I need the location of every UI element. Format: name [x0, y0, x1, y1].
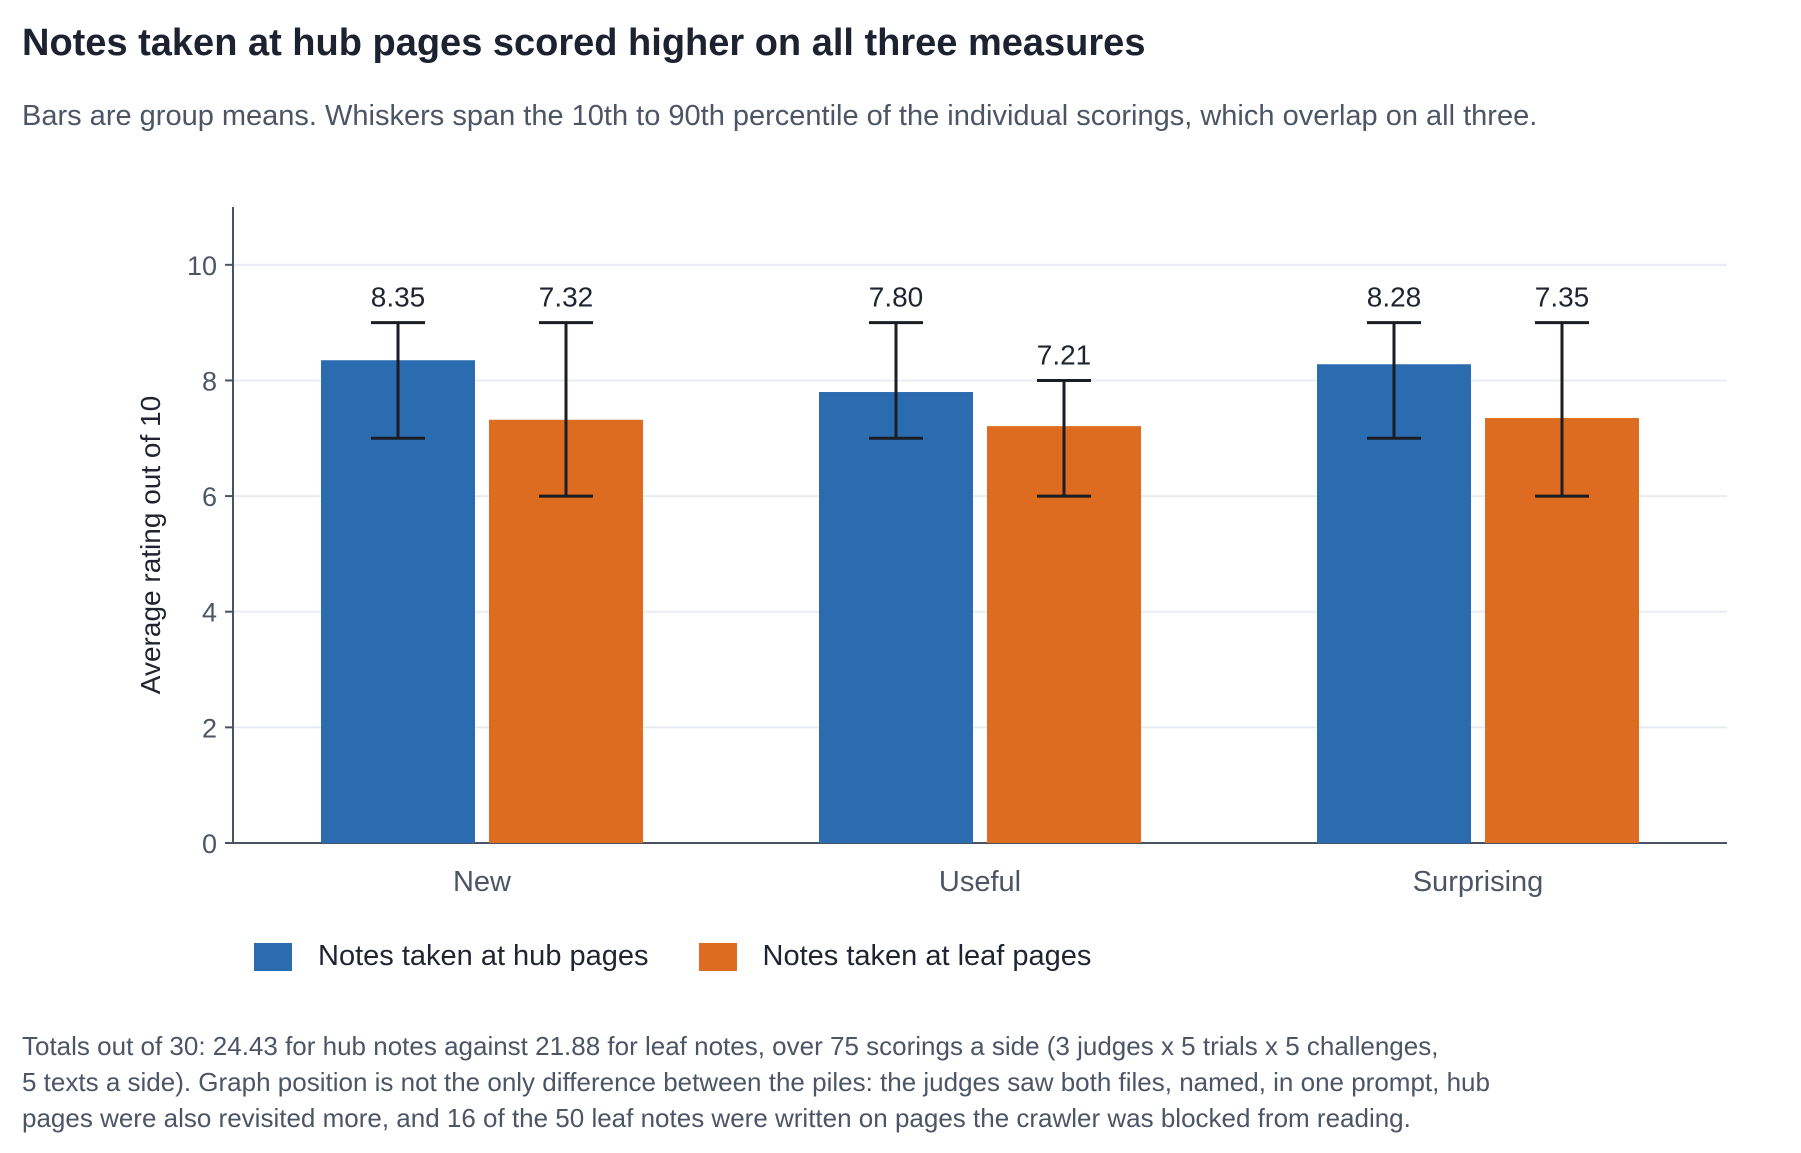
y-tick-label: 10: [187, 251, 217, 281]
footnote-line: Totals out of 30: 24.43 for hub notes ag…: [22, 1031, 1439, 1061]
bar: [321, 360, 475, 843]
data-label: 8.35: [371, 282, 426, 313]
legend: Notes taken at hub pages Notes taken at …: [254, 940, 1141, 973]
data-label: 7.32: [539, 282, 594, 313]
legend-item-hub: Notes taken at hub pages: [254, 940, 649, 973]
footnote-line: 5 texts a side). Graph position is not t…: [22, 1067, 1490, 1097]
footnote: Totals out of 30: 24.43 for hub notes ag…: [22, 1028, 1782, 1136]
data-label: 7.80: [869, 282, 924, 313]
x-tick-label: Useful: [939, 866, 1021, 898]
legend-swatch-leaf: [698, 942, 737, 971]
footnote-line: pages were also revisited more, and 16 o…: [22, 1103, 1411, 1133]
y-tick-label: 8: [202, 366, 217, 396]
legend-label-hub: Notes taken at hub pages: [318, 940, 649, 972]
chart-title: Notes taken at hub pages scored higher o…: [22, 22, 1146, 64]
y-tick-label: 6: [202, 482, 217, 512]
legend-item-leaf: Notes taken at leaf pages: [698, 940, 1092, 973]
bar-chart: 0 2 4 6 8 10 Average rating out of 10 8.35 7.32 N…: [135, 207, 1727, 898]
bar: [819, 392, 973, 843]
legend-label-leaf: Notes taken at leaf pages: [762, 940, 1092, 972]
data-label: 7.21: [1037, 339, 1092, 370]
chart-subtitle: Bars are group means. Whiskers span the …: [22, 100, 1538, 132]
data-label: 7.35: [1535, 282, 1590, 313]
y-tick-label: 4: [202, 598, 217, 628]
y-tick-label: 2: [202, 713, 217, 743]
data-label: 8.28: [1367, 282, 1422, 313]
y-tick-label: 0: [202, 829, 217, 859]
x-tick-label: Surprising: [1413, 866, 1544, 898]
y-axis-label: Average rating out of 10: [135, 396, 166, 694]
x-tick-label: New: [453, 866, 512, 898]
bar: [1317, 364, 1471, 843]
legend-swatch-hub: [254, 942, 292, 971]
